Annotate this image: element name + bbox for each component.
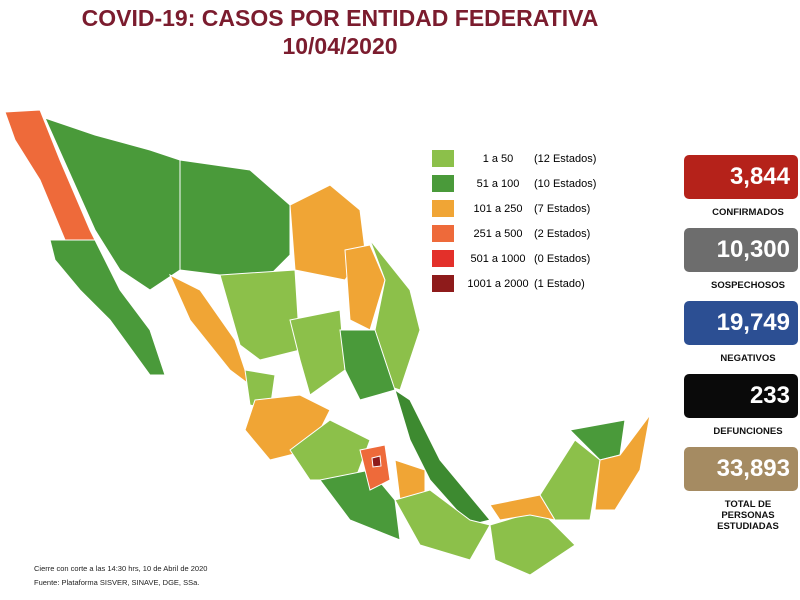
- stat-value: 233: [684, 374, 798, 418]
- source: Fuente: Plataforma SISVER, SINAVE, DGE, …: [34, 578, 200, 587]
- legend-swatch: [432, 275, 454, 292]
- state: [594, 414, 651, 511]
- legend-range: 1001 a 2000: [467, 277, 529, 290]
- stat: 233 DEFUNCIONES: [684, 374, 798, 437]
- legend-item: 1 a 50 (12 Estados): [432, 146, 596, 171]
- legend-count: (1 Estado): [534, 277, 585, 290]
- legend-swatch: [432, 150, 454, 167]
- stat-value: 19,749: [684, 301, 798, 345]
- stat-value: 10,300: [684, 228, 798, 272]
- state: [539, 439, 601, 521]
- legend-count: (7 Estados): [534, 202, 591, 215]
- map: [4, 109, 651, 576]
- legend: 1 a 50 (12 Estados) 51 a 100 (10 Estados) 10…: [432, 146, 596, 296]
- legend-range: 501 a 1000: [470, 252, 526, 265]
- legend-count: (10 Estados): [534, 177, 597, 190]
- state: [319, 469, 401, 541]
- legend-range: 1 a 50: [482, 152, 514, 165]
- legend-item: 501 a 1000 (0 Estados): [432, 246, 596, 271]
- legend-swatch: [432, 175, 454, 192]
- stat-value: 33,893: [684, 447, 798, 491]
- state: [339, 329, 396, 401]
- state: [344, 244, 386, 331]
- stat: 3,844 CONFIRMADOS: [684, 155, 798, 218]
- state: [179, 159, 291, 276]
- date: 10/04/2020: [282, 33, 398, 59]
- stat-label: TOTAL DE PERSONAS ESTUDIADAS: [717, 499, 779, 532]
- legend-item: 51 a 100 (10 Estados): [432, 171, 596, 196]
- legend-count: (2 Estados): [534, 227, 591, 240]
- state: [289, 309, 346, 396]
- stat: 10,300 SOSPECHOSOS: [684, 228, 798, 291]
- legend-range: 51 a 100: [476, 177, 520, 190]
- state: [371, 455, 382, 468]
- legend-item: 251 a 500 (2 Estados): [432, 221, 596, 246]
- stat: 33,893 TOTAL DE PERSONAS ESTUDIADAS: [684, 447, 798, 532]
- header: COVID-19: CASOS POR ENTIDAD FEDERATIVA 1…: [0, 4, 680, 60]
- legend-swatch: [432, 200, 454, 217]
- state: [359, 444, 391, 491]
- legend-count: (0 Estados): [534, 252, 591, 265]
- legend-range: 251 a 500: [473, 227, 523, 240]
- stat-label: NEGATIVOS: [720, 353, 776, 364]
- state: [49, 239, 166, 376]
- footer: Cierre con corte a las 14:30 hrs, 10 de …: [34, 562, 207, 590]
- stat-value: 3,844: [684, 155, 798, 199]
- legend-swatch: [432, 225, 454, 242]
- stat-label: SOSPECHOSOS: [711, 280, 785, 291]
- legend-count: (12 Estados): [534, 152, 597, 165]
- state: [394, 489, 491, 561]
- stat-label: DEFUNCIONES: [713, 426, 783, 437]
- title: COVID-19: CASOS POR ENTIDAD FEDERATIVA: [81, 5, 599, 31]
- note: Cierre con corte a las 14:30 hrs, 10 de …: [34, 564, 208, 573]
- legend-item: 1001 a 2000 (1 Estado): [432, 271, 596, 296]
- legend-item: 101 a 250 (7 Estados): [432, 196, 596, 221]
- stat: 19,749 NEGATIVOS: [684, 301, 798, 364]
- state: [489, 494, 557, 521]
- legend-swatch: [432, 250, 454, 267]
- stat-label: CONFIRMADOS: [712, 207, 784, 218]
- stats: 3,844 CONFIRMADOS 10,300 SOSPECHOSOS 19,749 N…: [684, 155, 798, 542]
- state: [219, 269, 301, 361]
- legend-range: 101 a 250: [473, 202, 523, 215]
